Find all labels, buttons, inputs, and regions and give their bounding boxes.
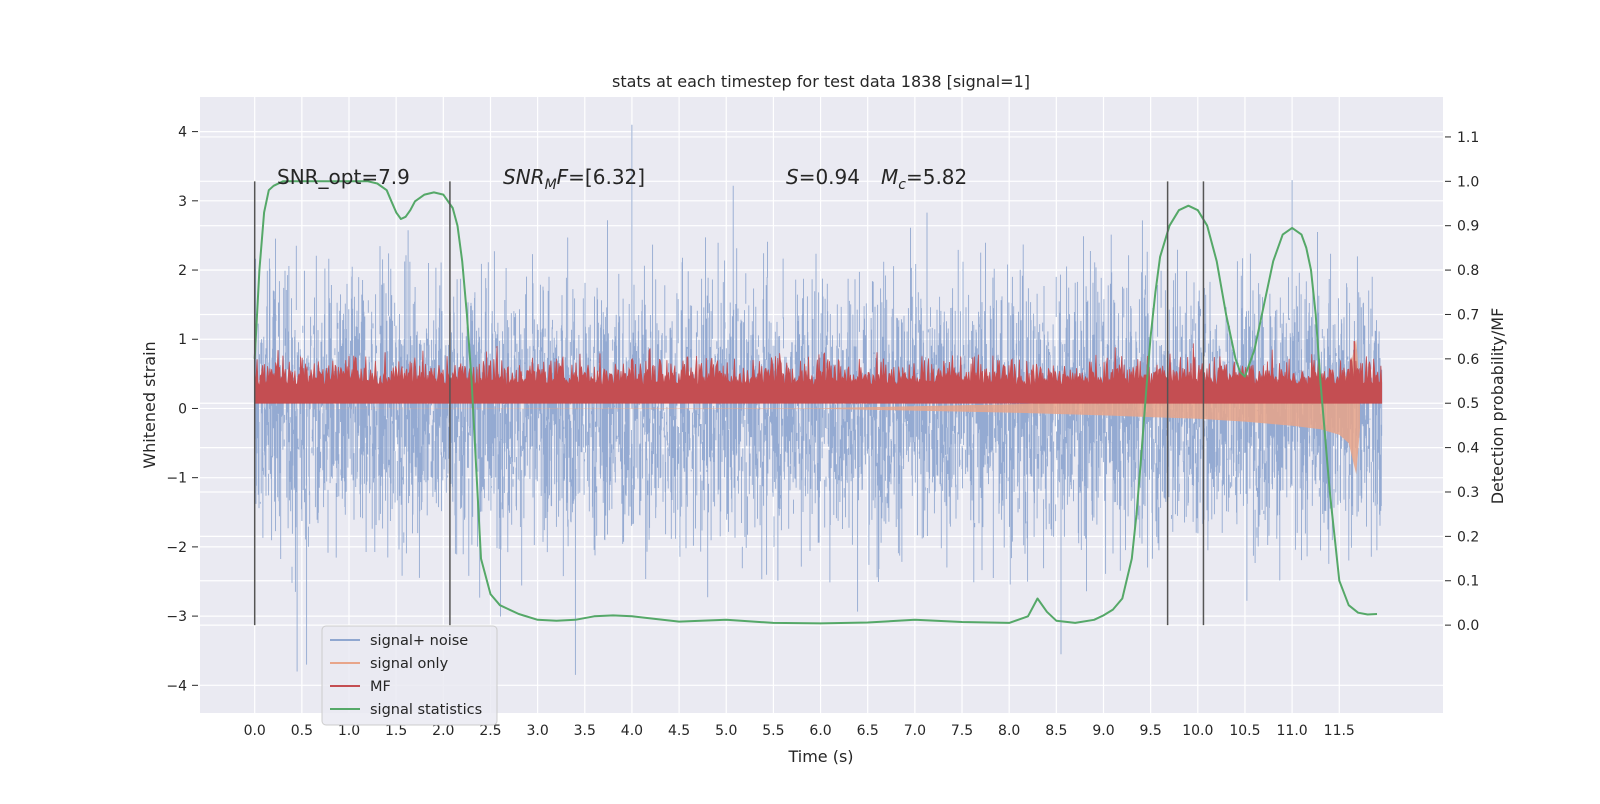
s-label: S [786,165,799,189]
y-left-tick-labels: 4 3 2 1 0 −1 −2 −3 −4 [166,125,198,694]
snr-mf-value: =[6.32] [568,165,645,189]
y-right-tick-label: 1.0 [1457,174,1479,190]
mc-annotation: Mc=5.82 [881,165,967,193]
x-tick-label: 6.5 [857,723,879,739]
x-tick-label: 9.0 [1092,723,1114,739]
mc-label: M [881,165,898,189]
y-left-tick-label: −2 [166,540,187,556]
y-left-tick-label: −4 [166,678,187,694]
x-tick-label: 5.5 [762,723,784,739]
y-left-tick-label: −1 [166,471,187,487]
x-tick-label: 4.0 [621,723,643,739]
y-right-tick-label: 0.0 [1457,618,1479,634]
y-right-tick-label: 1.1 [1457,130,1479,146]
legend: signal+ noise signal only MF signal stat… [321,625,498,726]
snr-mf-annotation: SNRMF=[6.32] [503,165,645,193]
series-signal-only [254,339,1360,475]
x-tick-labels: 0.0 0.5 1.0 1.5 2.0 2.5 3.0 3.5 4.0 4.5 5.0 5.5 6.0 6… [244,723,1355,739]
s-annotation: S=0.94 [786,165,860,189]
x-tick-label: 5.0 [715,723,737,739]
x-tick-label: 3.0 [526,723,548,739]
chart-title: stats at each timestep for test data 183… [612,72,1030,91]
x-tick-label: 2.0 [432,723,454,739]
y-right-axis-label: Detection probability/MF [1488,308,1507,505]
x-tick-label: 7.5 [951,723,973,739]
y-right-tick-label: 0.8 [1457,263,1479,279]
x-tick-label: 10.0 [1182,723,1213,739]
mc-sub: c [898,177,906,193]
series-mf [254,343,1383,404]
mc-value: =5.82 [906,165,967,189]
y-left-tick-label: 1 [178,332,187,348]
x-tick-label: 0.0 [244,723,266,739]
x-tick-label: 1.5 [385,723,407,739]
x-tick-label: 2.5 [479,723,501,739]
x-tick-label: 9.5 [1140,723,1162,739]
y-right-tick-label: 0.5 [1457,396,1479,412]
x-tick-label: 6.0 [809,723,831,739]
x-tick-label: 3.5 [574,723,596,739]
legend-label-mf: MF [370,679,391,695]
y-right-tick-label: 0.7 [1457,307,1479,323]
vertical-markers [253,181,1205,626]
x-tick-label: 7.0 [904,723,926,739]
x-tick-label: 11.0 [1277,723,1308,739]
x-axis-label: Time (s) [787,747,853,766]
legend-box [321,625,498,726]
y-right-tick-label: 0.9 [1457,219,1479,235]
y-left-tick-label: 3 [178,194,187,210]
y-right-tick-label: 0.6 [1457,352,1479,368]
y-right-tick-label: 0.3 [1457,485,1479,501]
legend-label-signal-only: signal only [370,656,449,672]
snr-mf-main: SNR [503,165,545,189]
y-left-tick-label: 0 [178,401,187,417]
x-tick-label: 8.0 [998,723,1020,739]
y-left-axis-label: Whitened strain [140,341,159,468]
snr-opt-annotation: SNR_opt=7.9 [277,165,410,189]
x-tick-label: 8.5 [1045,723,1067,739]
y-left-tick-label: 2 [178,263,187,279]
x-tick-label: 10.5 [1229,723,1260,739]
snr-mf-tail: F [557,165,569,189]
s-value: =0.94 [799,165,860,189]
x-tick-label: 0.5 [291,723,313,739]
series-signal-statistics [253,180,1378,625]
y-right-tick-labels: 1.1 1.0 0.9 0.8 0.7 0.6 0.5 0.4 0.3 0.2 0.1 0.0 [1445,130,1479,634]
y-left-tick-label: 4 [178,125,187,141]
x-tick-label: 4.5 [668,723,690,739]
snr-mf-sub: M [545,177,557,193]
legend-label-signal-noise: signal+ noise [370,633,468,649]
y-right-tick-label: 0.2 [1457,529,1479,545]
y-left-tick-label: −3 [166,609,187,625]
series-layer [253,124,1383,675]
legend-label-signal-statistics: signal statistics [370,702,482,718]
x-tick-label: 1.0 [338,723,360,739]
y-right-tick-label: 0.4 [1457,441,1479,457]
x-tick-label: 11.5 [1324,723,1355,739]
y-right-tick-label: 0.1 [1457,574,1479,590]
